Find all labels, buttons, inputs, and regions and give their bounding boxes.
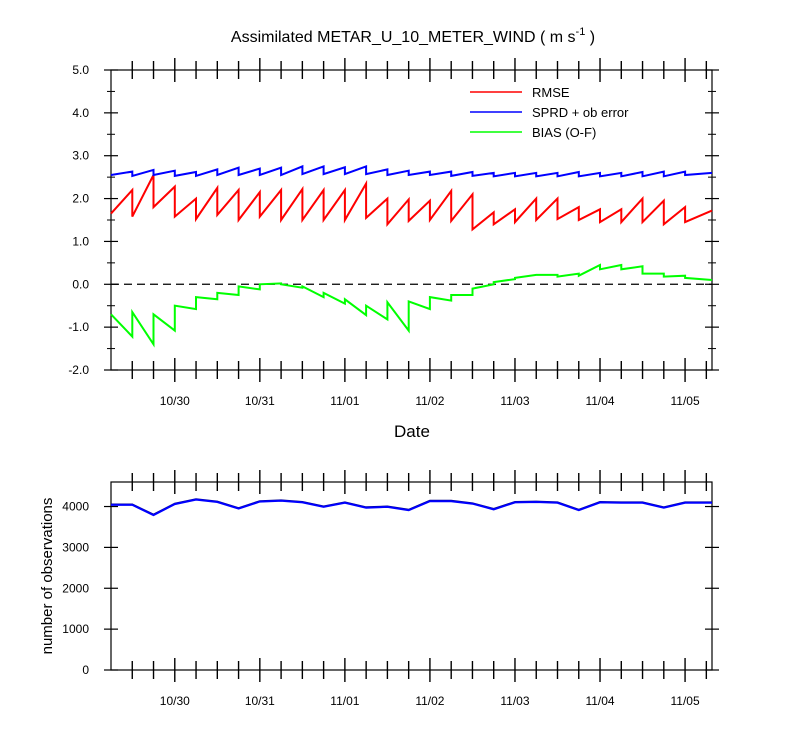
- y-tick-label-1-4: 0: [82, 663, 89, 677]
- x-tick-label-1-4: 11/03: [500, 694, 529, 708]
- x-tick-label-0-5: 11/04: [585, 394, 614, 408]
- x-tick-label-1-1: 10/31: [245, 694, 275, 708]
- x-tick-label-0-3: 11/02: [415, 394, 444, 408]
- x-tick-label-1-6: 11/05: [670, 694, 699, 708]
- top-ticks: [104, 58, 719, 382]
- x-tick-label-0-1: 10/31: [245, 394, 275, 408]
- y-tick-label-1-1: 3000: [62, 540, 89, 554]
- top-x-tick-labels: 10/30 10/31 11/01 11/02 11/03 11/04 11/05: [160, 394, 700, 408]
- bottom-series-group: [111, 498, 712, 517]
- y-tick-label-0-7: -2.0: [68, 363, 89, 377]
- legend-label-bias: BIAS (O-F): [532, 125, 596, 140]
- series-line-0-2: [110, 263, 713, 348]
- x-axis-title: Date: [394, 422, 430, 441]
- legend: RMSE SPRD + ob error BIAS (O-F): [470, 85, 629, 140]
- y-tick-label-1-3: 1000: [62, 622, 89, 636]
- chart-title-main: Assimilated METAR_U_10_METER_WIND ( m s: [231, 29, 576, 46]
- y-axis-title-observations: number of observations: [39, 498, 56, 655]
- bottom-y-tick-labels: 4000 3000 2000 1000 0: [62, 500, 89, 677]
- y-tick-label-0-6: -1.0: [68, 320, 89, 334]
- y-tick-label-0-4: 1.0: [72, 234, 89, 248]
- x-tick-label-1-0: 10/30: [160, 694, 190, 708]
- y-tick-label-0-0: 5.0: [72, 63, 89, 77]
- x-tick-label-1-2: 11/01: [330, 694, 359, 708]
- series-line-1-0: [111, 498, 712, 516]
- x-tick-label-0-4: 11/03: [500, 394, 529, 408]
- bottom-panel: 4000 3000 2000 1000 0 10/30 10/31 11/01 11/02 11…: [39, 470, 719, 708]
- chart-title-superscript: -1: [576, 26, 586, 38]
- legend-label-sprd: SPRD + ob error: [532, 105, 629, 120]
- chart-title: Assimilated METAR_U_10_METER_WIND ( m s-…: [231, 26, 595, 46]
- y-tick-label-0-1: 4.0: [72, 106, 89, 120]
- top-panel: 5.0 4.0 3.0 2.0 1.0 0.0 -1.0 -2.0 10/30 10/31 11/…: [68, 58, 719, 441]
- y-tick-label-0-5: 0.0: [72, 277, 89, 291]
- bottom-x-tick-labels: 10/30 10/31 11/01 11/02 11/03 11/04 11/05: [160, 694, 700, 708]
- x-tick-label-1-3: 11/02: [415, 694, 444, 708]
- legend-label-rmse: RMSE: [532, 85, 570, 100]
- series-line-1-1: [111, 498, 712, 517]
- bottom-ticks: [104, 470, 719, 682]
- y-tick-label-0-3: 2.0: [72, 192, 89, 206]
- y-tick-label-1-0: 4000: [62, 500, 89, 514]
- series-line-0-0: [110, 174, 713, 232]
- y-tick-label-1-2: 2000: [62, 581, 89, 595]
- x-tick-label-0-0: 10/30: [160, 394, 190, 408]
- series-line-0-1: [110, 164, 713, 178]
- bottom-plot-frame: [110, 481, 713, 671]
- chart-title-end: ): [585, 29, 595, 46]
- x-tick-label-0-2: 11/01: [330, 394, 359, 408]
- x-tick-label-1-5: 11/04: [585, 694, 614, 708]
- top-y-tick-labels: 5.0 4.0 3.0 2.0 1.0 0.0 -1.0 -2.0: [68, 63, 89, 377]
- x-tick-label-0-6: 11/05: [670, 394, 699, 408]
- y-tick-label-0-2: 3.0: [72, 149, 89, 163]
- top-series-group: [110, 164, 713, 348]
